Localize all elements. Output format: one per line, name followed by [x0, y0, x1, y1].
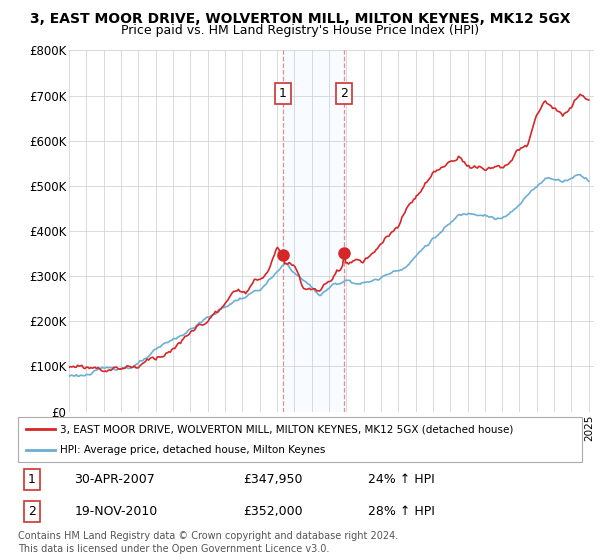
Text: Contains HM Land Registry data © Crown copyright and database right 2024.
This d: Contains HM Land Registry data © Crown c…	[18, 531, 398, 554]
Bar	[283, 50, 344, 412]
Text: 28% ↑ HPI: 28% ↑ HPI	[368, 505, 434, 519]
Text: 1: 1	[279, 87, 287, 100]
FancyBboxPatch shape	[18, 417, 582, 462]
Text: 30-APR-2007: 30-APR-2007	[74, 473, 155, 487]
Text: HPI: Average price, detached house, Milton Keynes: HPI: Average price, detached house, Milt…	[60, 445, 326, 455]
Text: £347,950: £347,950	[244, 473, 303, 487]
Text: 3, EAST MOOR DRIVE, WOLVERTON MILL, MILTON KEYNES, MK12 5GX (detached house): 3, EAST MOOR DRIVE, WOLVERTON MILL, MILT…	[60, 424, 514, 435]
Text: 2: 2	[340, 87, 348, 100]
Text: 1: 1	[28, 473, 36, 487]
Text: 3, EAST MOOR DRIVE, WOLVERTON MILL, MILTON KEYNES, MK12 5GX: 3, EAST MOOR DRIVE, WOLVERTON MILL, MILT…	[30, 12, 570, 26]
Text: Price paid vs. HM Land Registry's House Price Index (HPI): Price paid vs. HM Land Registry's House …	[121, 24, 479, 36]
Text: 24% ↑ HPI: 24% ↑ HPI	[368, 473, 434, 487]
Text: 2: 2	[28, 505, 36, 519]
Text: 19-NOV-2010: 19-NOV-2010	[74, 505, 158, 519]
Text: £352,000: £352,000	[244, 505, 303, 519]
